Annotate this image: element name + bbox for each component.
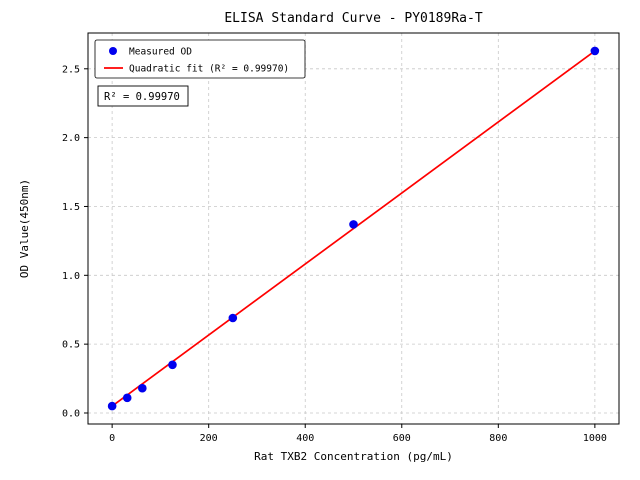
- legend: Measured OD Quadratic fit (R² = 0.99970): [94, 39, 306, 79]
- data-point: [228, 313, 238, 323]
- x-axis-label: Rat TXB2 Concentration (pg/mL): [254, 450, 453, 463]
- annotation-box: [97, 85, 189, 107]
- x-tick-label: 200: [200, 433, 218, 444]
- legend-marker-measured-od: [109, 47, 117, 55]
- legend-label-measured-od: Measured OD: [129, 47, 192, 58]
- measured-od-points: [107, 46, 600, 411]
- x-tick-label: 800: [489, 433, 507, 444]
- x-tick-label: 600: [393, 433, 411, 444]
- annotation-text: R² = 0.99970: [104, 91, 180, 103]
- x-tick-label: 400: [296, 433, 314, 444]
- y-tick-label: 1.0: [62, 271, 80, 282]
- data-point: [168, 360, 177, 370]
- chart-title: ELISA Standard Curve - PY0189Ra-T: [224, 11, 482, 26]
- y-tick-label: 1.5: [62, 202, 80, 213]
- legend-label-quadratic-fit: Quadratic fit (R² = 0.99970): [129, 64, 289, 75]
- r-squared-annotation: R² = 0.99970: [97, 85, 189, 107]
- data-point: [107, 401, 117, 411]
- y-tick-label: 2.0: [62, 133, 80, 144]
- data-point: [590, 46, 600, 56]
- x-tick-label: 1000: [583, 433, 607, 444]
- data-point: [349, 220, 358, 229]
- data-point: [138, 383, 147, 393]
- legend-box: [94, 39, 306, 79]
- axis-ticks: 0 200 400 600 800 1000 0.0 0.5 1.0 1.5 2.0 2.5: [62, 64, 607, 444]
- data-point: [122, 393, 132, 403]
- y-tick-label: 0.0: [62, 408, 80, 419]
- y-tick-label: 2.5: [62, 64, 80, 75]
- x-tick-label: 0: [109, 433, 115, 444]
- grid: [88, 33, 619, 424]
- y-axis-label: OD Value(450nm): [18, 179, 31, 278]
- y-tick-label: 0.5: [62, 340, 80, 351]
- plot-frame: [87, 32, 620, 425]
